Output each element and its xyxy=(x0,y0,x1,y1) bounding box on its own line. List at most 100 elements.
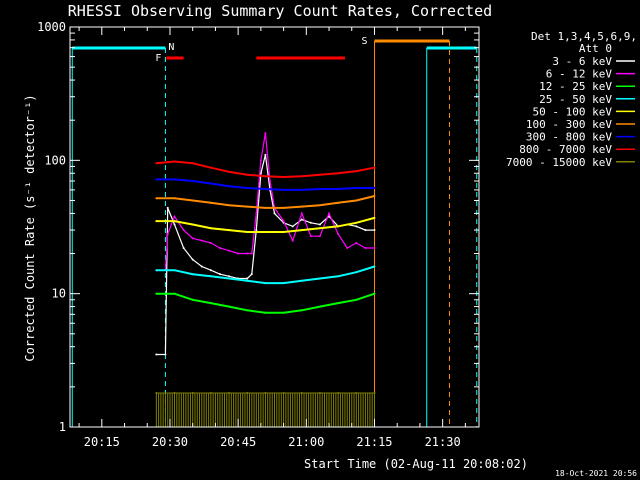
data-point xyxy=(228,204,231,207)
data-point xyxy=(373,391,376,394)
data-point xyxy=(155,220,158,223)
data-point xyxy=(264,132,267,135)
data-point xyxy=(318,235,321,238)
axes-layer: 1 10 100 1000 20:15 20:30 20:45 21:00 21:15 21:30 xyxy=(37,20,479,449)
data-point xyxy=(237,252,240,255)
data-point xyxy=(209,166,212,169)
y-tick-label: 1000 xyxy=(37,20,66,34)
data-point xyxy=(173,160,176,163)
data-point xyxy=(291,239,294,242)
data-point xyxy=(166,233,169,236)
legend-entry-label: 12 - 25 keV xyxy=(539,80,612,93)
flag-label-n: N xyxy=(168,42,174,53)
data-point xyxy=(355,199,358,202)
data-point xyxy=(373,229,376,232)
data-point xyxy=(282,282,285,285)
legend-entry-label: 100 - 300 keV xyxy=(526,118,612,131)
data-point xyxy=(282,311,285,314)
data-point xyxy=(218,247,221,250)
data-point xyxy=(246,277,249,280)
data-point xyxy=(282,175,285,178)
data-point xyxy=(209,182,212,185)
data-point xyxy=(173,220,176,223)
data-point xyxy=(291,225,294,228)
data-point xyxy=(228,249,231,252)
data-point xyxy=(255,212,258,215)
observing-panels: NF S xyxy=(71,36,478,427)
data-point xyxy=(300,229,303,232)
data-point xyxy=(300,205,303,208)
data-point xyxy=(155,353,158,356)
x-tick-label: 21:15 xyxy=(356,435,392,449)
x-tick-label: 20:30 xyxy=(152,435,188,449)
data-point xyxy=(155,292,158,295)
data-point xyxy=(337,172,340,175)
data-point xyxy=(364,247,367,250)
data-point xyxy=(246,205,249,208)
data-point xyxy=(309,235,312,238)
data-point xyxy=(264,153,267,156)
data-point xyxy=(264,391,267,394)
data-point xyxy=(173,292,176,295)
data-point xyxy=(318,223,321,226)
series-layer xyxy=(155,132,376,427)
data-point xyxy=(318,187,321,190)
data-point xyxy=(355,241,358,244)
data-point xyxy=(300,279,303,282)
data-point xyxy=(209,391,212,394)
data-point xyxy=(373,195,376,198)
data-point xyxy=(246,391,249,394)
data-point xyxy=(191,179,194,182)
data-point xyxy=(173,197,176,200)
data-point xyxy=(209,302,212,305)
data-point xyxy=(191,199,194,202)
legend-entry-label: 25 - 50 keV xyxy=(539,93,612,106)
data-point xyxy=(191,298,194,301)
data-point xyxy=(228,305,231,308)
data-point xyxy=(155,197,158,200)
data-point xyxy=(337,233,340,236)
generation-date: 18-Oct-2021 20:56 xyxy=(555,469,637,478)
data-point xyxy=(300,309,303,312)
data-point xyxy=(246,173,249,176)
data-point xyxy=(155,391,158,394)
data-point xyxy=(250,273,253,276)
data-point xyxy=(282,220,285,223)
data-point xyxy=(268,179,271,182)
data-point xyxy=(228,275,231,278)
data-point xyxy=(309,221,312,224)
data-point xyxy=(355,221,358,224)
data-point xyxy=(373,247,376,250)
data-point xyxy=(191,223,194,226)
data-point xyxy=(355,391,358,394)
data-point xyxy=(318,204,321,207)
data-point xyxy=(259,159,262,162)
data-point xyxy=(300,218,303,221)
y-tick-label: 1 xyxy=(59,420,66,434)
data-point xyxy=(228,170,231,173)
data-point xyxy=(373,216,376,219)
data-point xyxy=(173,391,176,394)
data-point xyxy=(337,201,340,204)
data-point xyxy=(264,282,267,285)
y-axis-label: Corrected Count Rate (s⁻¹ detector⁻¹) xyxy=(23,94,37,361)
data-point xyxy=(209,269,212,272)
chart-title: RHESSI Observing Summary Count Rates, Co… xyxy=(68,2,492,20)
data-point xyxy=(228,229,231,232)
data-point xyxy=(337,275,340,278)
data-point xyxy=(200,265,203,268)
data-point xyxy=(355,187,358,190)
data-point xyxy=(191,273,194,276)
x-axis-label: Start Time (02-Aug-11 20:08:02) xyxy=(304,457,528,471)
data-point xyxy=(182,247,185,250)
flag-label-f: F xyxy=(155,53,161,64)
data-point xyxy=(264,206,267,209)
flag-label-s: S xyxy=(361,36,367,47)
data-point xyxy=(346,247,349,250)
data-point xyxy=(355,298,358,301)
data-point xyxy=(209,275,212,278)
data-point xyxy=(264,311,267,314)
data-point xyxy=(173,178,176,181)
